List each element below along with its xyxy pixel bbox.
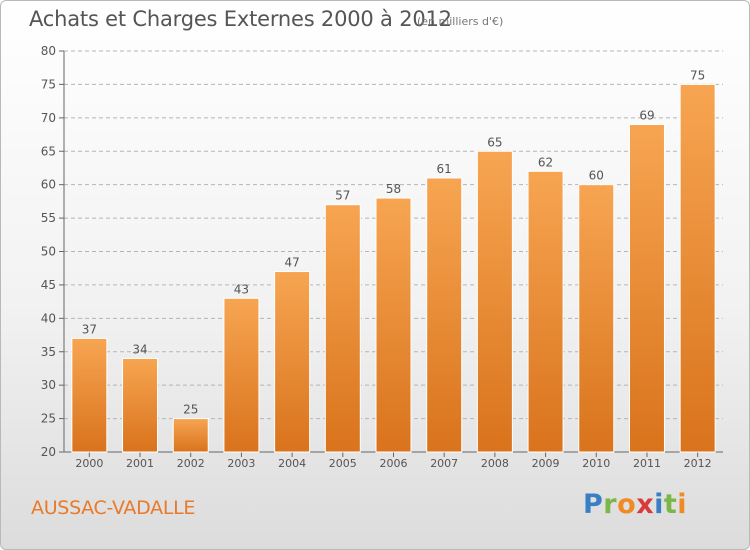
logo-letter: t [663, 489, 678, 520]
bar-2008 [476, 150, 513, 453]
bars [71, 83, 716, 453]
data-label: 37 [82, 322, 97, 336]
data-label: 57 [335, 189, 350, 203]
logo-letter: i [677, 489, 688, 520]
bar-2005 [324, 204, 361, 453]
x-tick-label: 2012 [684, 457, 712, 470]
x-tick-label: 2006 [380, 457, 408, 470]
bar-2001 [122, 357, 159, 453]
proxiti-logo: Proxiti [583, 489, 687, 520]
x-tick-label: 2007 [430, 457, 458, 470]
x-tick-label: 2004 [278, 457, 306, 470]
bar-2010 [578, 184, 615, 453]
y-tick-label: 45 [41, 278, 56, 292]
y-tick-label: 20 [41, 445, 56, 459]
bar-2012 [679, 83, 716, 453]
y-tick-label: 60 [41, 178, 56, 192]
data-label: 61 [437, 162, 452, 176]
x-tick-label: 2011 [633, 457, 661, 470]
x-tick-label: 2003 [227, 457, 255, 470]
y-tick-label: 55 [41, 211, 56, 225]
data-label: 69 [639, 109, 654, 123]
bar-2009 [527, 170, 564, 453]
x-tick-label: 2002 [177, 457, 205, 470]
data-label: 34 [132, 342, 147, 356]
chart-subtitle: (en milliers d'€) [417, 15, 504, 28]
y-tick-label: 70 [41, 111, 56, 125]
data-label: 60 [589, 169, 604, 183]
bar-2007 [426, 177, 463, 453]
data-label: 58 [386, 182, 401, 196]
data-label: 65 [487, 135, 502, 149]
x-tick-label: 2008 [481, 457, 509, 470]
data-label: 47 [284, 256, 299, 270]
x-tick-label: 2009 [532, 457, 560, 470]
x-tick-label: 2005 [329, 457, 357, 470]
chart-title: Achats et Charges Externes 2000 à 2012 [29, 7, 452, 31]
data-label: 43 [234, 282, 249, 296]
bar-2004 [274, 271, 311, 453]
bar-2000 [71, 337, 108, 453]
logo-letter: o [617, 489, 637, 520]
logo-letter: P [583, 489, 604, 520]
bar-2011 [628, 124, 665, 453]
y-tick-label: 75 [41, 77, 56, 91]
y-tick-label: 40 [41, 311, 56, 325]
bar-2003 [223, 297, 260, 453]
y-tick-label: 65 [41, 144, 56, 158]
data-label: 75 [690, 68, 705, 82]
logo-letter: x [636, 489, 655, 520]
x-tick-label: 2001 [126, 457, 154, 470]
bar-2002 [172, 418, 209, 453]
y-tick-label: 25 [41, 412, 56, 426]
y-tick-label: 35 [41, 345, 56, 359]
y-tick-label: 80 [41, 44, 56, 58]
data-label: 62 [538, 155, 553, 169]
x-tick-label: 2000 [75, 457, 103, 470]
labels: 20 25 30 35 40 45 50 55 60 65 70 75 80 37 2000 34 2001 25… [41, 44, 712, 470]
x-tick-label: 2010 [582, 457, 610, 470]
y-tick-label: 50 [41, 245, 56, 259]
bar-2006 [375, 197, 412, 453]
logo-letter: r [603, 489, 618, 520]
commune-name: AUSSAC-VADALLE [31, 497, 196, 519]
logo-letter: i [654, 489, 664, 520]
data-label: 25 [183, 403, 198, 417]
y-tick-label: 30 [41, 378, 56, 392]
